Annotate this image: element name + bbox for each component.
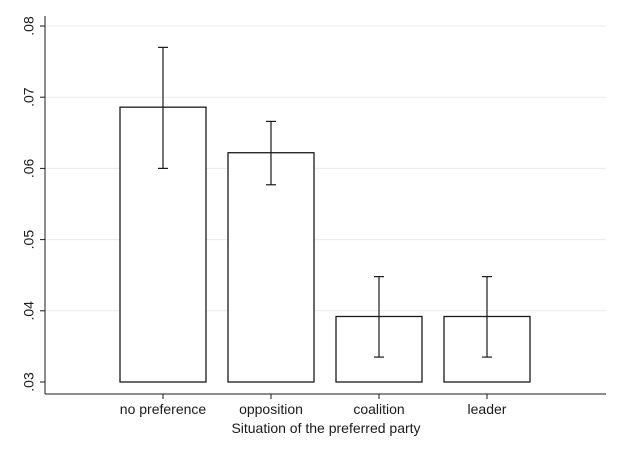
- y-tick-label: .07: [21, 87, 37, 107]
- axes: [40, 16, 606, 399]
- x-tick-label: opposition: [239, 401, 303, 417]
- error-bar: [266, 120, 276, 186]
- bars: [119, 106, 531, 383]
- error-bar: [374, 276, 384, 358]
- x-tick-label: leader: [468, 401, 507, 417]
- error-bar: [482, 276, 492, 358]
- x-tick-label: coalition: [353, 401, 404, 417]
- error-bars: [158, 46, 492, 358]
- bar-opposition: [227, 152, 315, 383]
- y-tick-labels: .03 .04 .05 .06 .07 .08: [21, 16, 37, 392]
- y-tick-label: .03: [21, 372, 37, 392]
- y-tick-label: .04: [21, 301, 37, 321]
- y-tick-label: .08: [21, 16, 37, 36]
- x-tick-label: no preference: [120, 401, 207, 417]
- error-bar: [158, 46, 168, 169]
- y-tick-label: .06: [21, 158, 37, 178]
- y-tick-label: .05: [21, 230, 37, 250]
- x-axis-title: Situation of the preferred party: [231, 420, 420, 436]
- x-tick-labels: no preference opposition coalition leader: [120, 401, 507, 417]
